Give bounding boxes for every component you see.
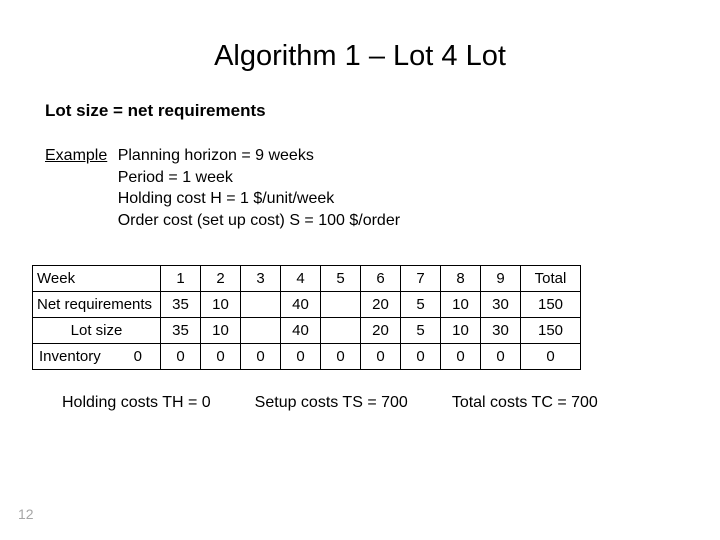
holding-costs: Holding costs TH = 0: [62, 394, 211, 412]
lot-total: 150: [521, 318, 581, 344]
inv-c4: 0: [281, 344, 321, 370]
header-c4: 4: [281, 266, 321, 292]
inv-c6: 0: [361, 344, 401, 370]
header-c2: 2: [201, 266, 241, 292]
net-c5: [321, 292, 361, 318]
net-label: Net requirements: [33, 292, 161, 318]
example-line-1: Planning horizon = 9 weeks: [118, 147, 314, 164]
lot-c8: 10: [441, 318, 481, 344]
header-c5: 5: [321, 266, 361, 292]
net-c7: 5: [401, 292, 441, 318]
inv-c9: 0: [481, 344, 521, 370]
net-c8: 10: [441, 292, 481, 318]
inv-label-cell: Inventory 0: [33, 344, 161, 370]
lot-c7: 5: [401, 318, 441, 344]
table-row-lot: Lot size 35 10 40 20 5 10 30 150: [33, 318, 581, 344]
table-row-net: Net requirements 35 10 40 20 5 10 30 150: [33, 292, 581, 318]
net-c1: 35: [161, 292, 201, 318]
net-c9: 30: [481, 292, 521, 318]
example-line-3: Holding cost H = 1 $/unit/week: [118, 190, 335, 207]
inv-label: Inventory: [37, 348, 101, 365]
slide-title: Algorithm 1 – Lot 4 Lot: [0, 0, 720, 101]
table-row-header: Week 1 2 3 4 5 6 7 8 9 Total: [33, 266, 581, 292]
header-week: Week: [33, 266, 161, 292]
lot-c2: 10: [201, 318, 241, 344]
header-total: Total: [521, 266, 581, 292]
lot-c6: 20: [361, 318, 401, 344]
lot-c4: 40: [281, 318, 321, 344]
table-row-inventory: Inventory 0 0 0 0 0 0 0 0 0 0 0: [33, 344, 581, 370]
example-line-4: Order cost (set up cost) S = 100 $/order: [118, 212, 400, 229]
inv-c1: 0: [161, 344, 201, 370]
header-c8: 8: [441, 266, 481, 292]
net-total: 150: [521, 292, 581, 318]
net-c2: 10: [201, 292, 241, 318]
inv-init: 0: [134, 348, 142, 365]
header-c9: 9: [481, 266, 521, 292]
page-number: 12: [18, 506, 34, 522]
header-c1: 1: [161, 266, 201, 292]
lot-c1: 35: [161, 318, 201, 344]
net-c3: [241, 292, 281, 318]
lot-c9: 30: [481, 318, 521, 344]
net-c6: 20: [361, 292, 401, 318]
inv-c8: 0: [441, 344, 481, 370]
lot-c5: [321, 318, 361, 344]
header-c6: 6: [361, 266, 401, 292]
lot-for-lot-table: Week 1 2 3 4 5 6 7 8 9 Total Net require…: [32, 265, 581, 370]
setup-costs: Setup costs TS = 700: [255, 394, 408, 412]
lot-c3: [241, 318, 281, 344]
inv-c2: 0: [201, 344, 241, 370]
cost-summary: Holding costs TH = 0 Setup costs TS = 70…: [62, 394, 720, 412]
example-label: Example: [45, 145, 107, 167]
example-block: Example Planning horizon = 9 weeks Perio…: [0, 145, 720, 265]
total-costs: Total costs TC = 700: [452, 394, 598, 412]
inv-total: 0: [521, 344, 581, 370]
header-c7: 7: [401, 266, 441, 292]
net-c4: 40: [281, 292, 321, 318]
inv-c5: 0: [321, 344, 361, 370]
lot-size-rule: Lot size = net requirements: [0, 101, 720, 145]
example-line-2: Period = 1 week: [118, 169, 233, 186]
header-c3: 3: [241, 266, 281, 292]
example-lines: Planning horizon = 9 weeks Period = 1 we…: [118, 145, 400, 231]
lot-label: Lot size: [33, 318, 161, 344]
inv-c7: 0: [401, 344, 441, 370]
inv-c3: 0: [241, 344, 281, 370]
